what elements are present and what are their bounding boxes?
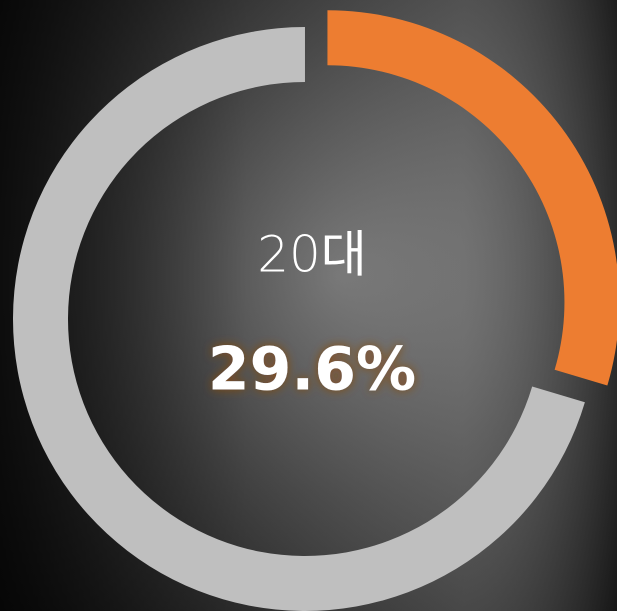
donut xyxy=(13,10,617,611)
donut-segment xyxy=(327,10,617,386)
value-label: 29.6% xyxy=(208,335,416,405)
category-label: 20대 xyxy=(257,226,367,284)
